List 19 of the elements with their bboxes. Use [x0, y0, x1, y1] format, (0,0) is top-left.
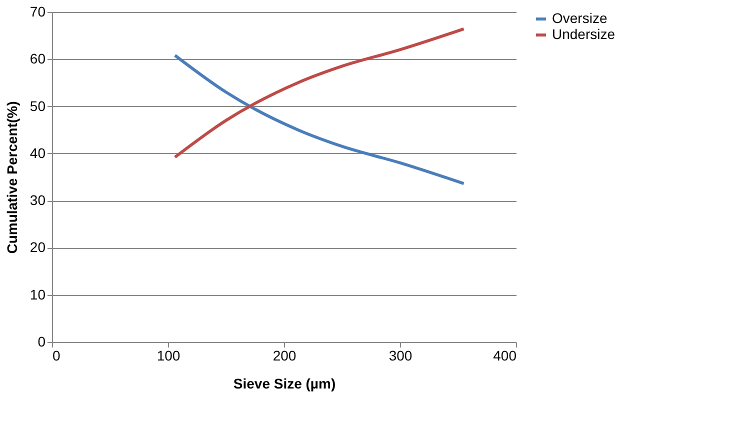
y-tick-label: 10 — [30, 286, 46, 302]
x-tick-label: 100 — [156, 348, 180, 364]
x-tick-label: 400 — [493, 348, 517, 364]
y-tick-label: 70 — [30, 4, 46, 20]
y-axis-title: Cumulative Percent(%) — [4, 101, 20, 254]
line-series — [173, 54, 466, 186]
legend-label: Oversize — [552, 10, 608, 26]
y-tick-label: 0 — [38, 334, 46, 350]
y-tick-label: 30 — [30, 192, 46, 208]
y-tick-label: 20 — [30, 239, 46, 256]
y-tick-label: 40 — [30, 144, 46, 161]
x-axis-title: Sieve Size (µm) — [233, 376, 336, 392]
legend-label: Undersize — [552, 26, 616, 42]
x-tick-label: 200 — [272, 348, 296, 364]
y-tick-label: 60 — [30, 50, 46, 67]
line-series — [173, 27, 466, 159]
x-tick-label: 300 — [388, 348, 412, 364]
y-tick-label: 50 — [30, 98, 46, 114]
x-tick-label: 0 — [52, 348, 60, 364]
